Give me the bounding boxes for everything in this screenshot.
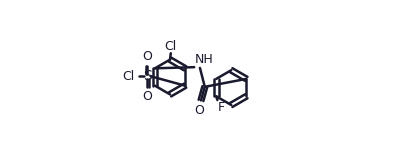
Text: Cl: Cl xyxy=(165,40,177,53)
Text: NH: NH xyxy=(195,53,214,66)
Text: F: F xyxy=(218,101,225,114)
Text: Cl: Cl xyxy=(122,70,134,83)
Text: O: O xyxy=(142,50,152,63)
Text: O: O xyxy=(142,90,152,103)
Text: S: S xyxy=(143,69,152,83)
Text: O: O xyxy=(194,104,204,117)
